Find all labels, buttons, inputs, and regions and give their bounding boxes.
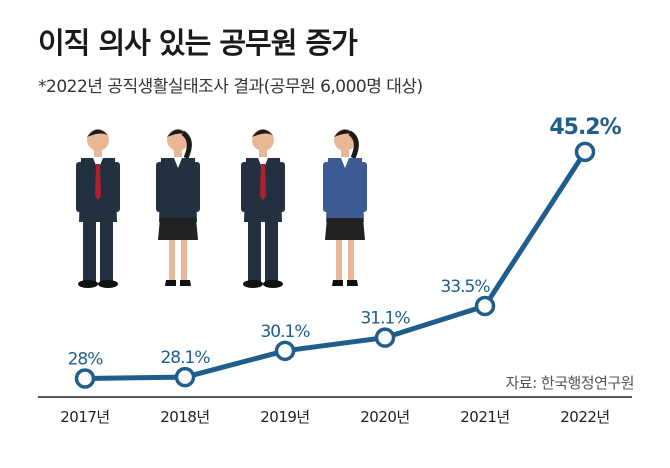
chart-title: 이직 의사 있는 공무원 증가 <box>38 26 358 60</box>
jacket <box>326 158 364 222</box>
skirt <box>158 218 198 240</box>
neck <box>174 149 182 157</box>
x-tick-label: 2017년 <box>60 408 109 426</box>
figure-man-2 <box>241 129 285 288</box>
hair <box>87 129 109 137</box>
left-leg <box>169 240 175 280</box>
skirt <box>325 218 365 240</box>
businesspeople-illustration <box>76 129 367 288</box>
data-point <box>274 340 296 362</box>
right-shoe <box>263 280 283 288</box>
plot-area: 28% 2017년 28.1% 2018년 30.1% 2019년 31.1% 2020년 33… <box>38 115 632 426</box>
right-leg <box>265 220 278 282</box>
jacket <box>159 158 197 222</box>
right-shoe <box>347 280 358 286</box>
left-leg <box>248 220 261 282</box>
hair <box>167 129 189 137</box>
right-leg <box>100 220 113 282</box>
hair <box>334 129 356 137</box>
blouse <box>174 158 182 168</box>
data-label: 28.1% <box>160 348 210 368</box>
left-arm <box>323 162 330 212</box>
figure-woman-1 <box>156 129 200 286</box>
data-point <box>374 327 396 348</box>
data-label: 31.1% <box>360 309 410 329</box>
tie <box>260 164 266 200</box>
right-shoe <box>98 280 118 288</box>
neck <box>94 149 102 157</box>
x-tick-label: 2019년 <box>260 408 309 426</box>
left-leg <box>336 240 342 280</box>
data-point <box>174 366 196 388</box>
data-label: 45.2% <box>549 115 621 140</box>
series-line <box>84 150 588 381</box>
neck <box>259 149 267 157</box>
right-shoe <box>180 280 191 286</box>
chart-subtitle: *2022년 공직생활실태조사 결과(공무원 6,000명 대상) <box>38 77 423 97</box>
x-tick-label: 2020년 <box>360 408 409 426</box>
ponytail <box>348 130 359 160</box>
left-shoe <box>165 280 176 286</box>
left-arm <box>241 162 248 212</box>
right-arm <box>278 162 285 212</box>
ponytail <box>181 130 192 160</box>
data-point <box>474 295 496 317</box>
source-note: 자료: 한국행정연구원 <box>505 374 634 392</box>
blouse <box>341 158 349 168</box>
data-label: 33.5% <box>440 277 490 297</box>
right-arm <box>360 162 367 212</box>
left-shoe <box>78 280 98 288</box>
data-point <box>74 368 96 389</box>
right-leg <box>181 240 187 280</box>
right-arm <box>113 162 120 212</box>
left-arm <box>156 162 163 212</box>
left-shoe <box>332 280 343 286</box>
x-tick-label: 2021년 <box>460 408 509 426</box>
right-leg <box>348 240 354 280</box>
figure-woman-2 <box>323 129 367 286</box>
neck <box>341 149 349 157</box>
figure-man-1 <box>76 129 120 288</box>
data-label: 28% <box>68 349 104 369</box>
right-arm <box>193 162 200 212</box>
left-arm <box>76 162 83 212</box>
left-shoe <box>243 280 263 288</box>
x-tick-label: 2022년 <box>560 408 609 426</box>
left-leg <box>83 220 96 282</box>
x-tick-label: 2018년 <box>160 408 209 426</box>
tie <box>95 164 101 200</box>
hair <box>252 129 274 137</box>
data-point <box>574 141 596 163</box>
data-label: 30.1% <box>260 322 310 342</box>
